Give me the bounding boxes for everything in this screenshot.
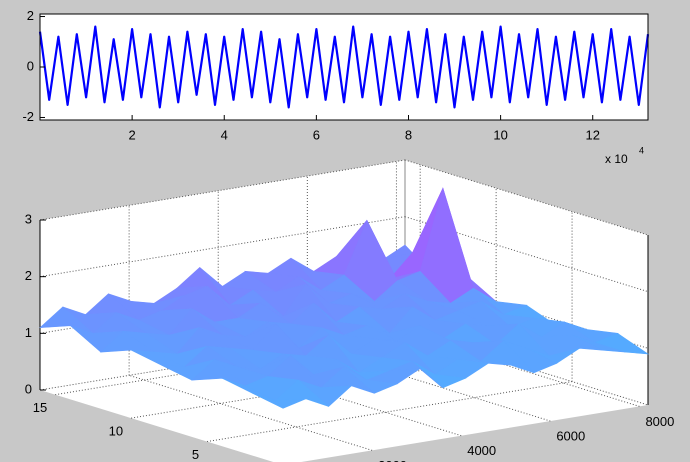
y-tick-label: 15 <box>33 400 47 415</box>
grid-line <box>218 360 462 437</box>
x-multiplier: x 10 <box>605 152 628 166</box>
grid-line <box>128 374 373 451</box>
x-tick-label: 2000 <box>378 458 407 462</box>
grid-line <box>396 330 640 407</box>
z-tick-label: 3 <box>25 211 32 226</box>
y-tick-label: -2 <box>22 109 34 124</box>
z-tick-label: 1 <box>25 325 32 340</box>
x-tick-label: 4000 <box>467 443 496 458</box>
surface-cell <box>252 393 306 409</box>
x-tick-label: 4 <box>221 127 228 142</box>
signal-line <box>38 25 650 109</box>
x-tick-label: 2 <box>129 127 136 142</box>
x-multiplier-exponent: 4 <box>639 145 644 155</box>
y-tick-label: 10 <box>109 424 123 439</box>
x-tick-label: 8 <box>405 127 412 142</box>
x-tick-label: 6000 <box>556 428 585 443</box>
y-tick-label: 0 <box>27 58 34 73</box>
x-tick-label: 10 <box>493 127 507 142</box>
x-tick-label: 8000 <box>645 414 674 429</box>
y-tick-label: 5 <box>192 447 199 462</box>
z-tick-label: 2 <box>25 268 32 283</box>
grid-line <box>307 345 551 422</box>
grid-line <box>404 159 649 236</box>
x-tick-label: 12 <box>585 127 599 142</box>
y-tick-label: 2 <box>27 8 34 23</box>
z-tick-label: 0 <box>25 381 32 396</box>
x-tick-label: 6 <box>313 127 320 142</box>
